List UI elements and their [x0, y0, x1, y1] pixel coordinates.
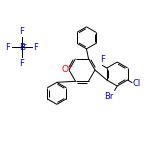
Text: B: B [19, 43, 25, 52]
Text: F: F [6, 43, 10, 52]
Text: Br: Br [104, 92, 114, 101]
Text: O: O [61, 66, 68, 74]
Text: F: F [20, 26, 24, 36]
Text: +: + [67, 64, 72, 69]
Text: −: − [22, 41, 27, 46]
Text: Cl: Cl [133, 79, 141, 88]
Text: F: F [33, 43, 38, 52]
Text: F: F [100, 55, 105, 64]
Text: F: F [20, 59, 24, 67]
